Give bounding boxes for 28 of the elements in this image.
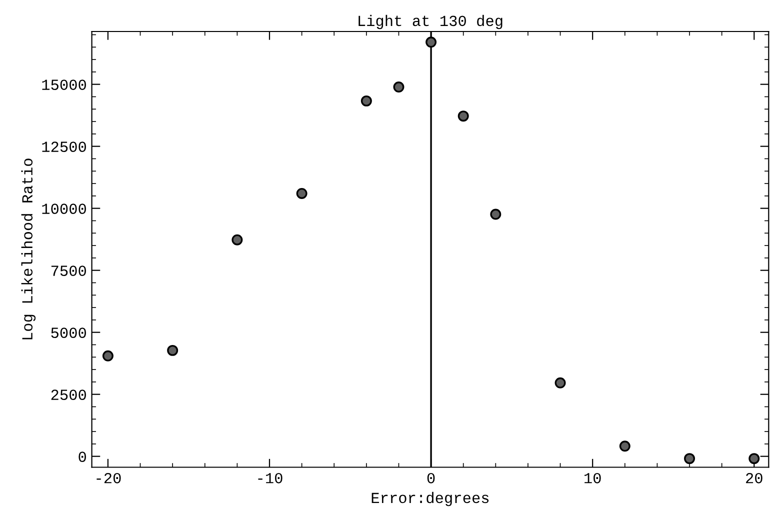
point (748, 453, 760, 464)
point (458, 110, 469, 122)
x-tick-label: -10 (258, 472, 282, 484)
y-tick-label: 15000 (42, 80, 86, 90)
y-tick-label: 12500 (42, 142, 86, 152)
x-tick-label: 0 (427, 472, 435, 484)
y-axis-title: Log Likelihood Ratio (21, 158, 36, 340)
point (296, 188, 308, 199)
x-tick-label: 20 (746, 472, 762, 484)
point (232, 234, 243, 246)
x-tick-label: -20 (96, 472, 121, 484)
point (393, 82, 404, 93)
point (102, 350, 114, 362)
point (490, 208, 502, 220)
y-tick-label: 2500 (51, 390, 86, 400)
point (167, 344, 178, 356)
x-axis-title: Error:degrees (372, 492, 489, 506)
y-tick-label: 5000 (51, 328, 86, 338)
y-tick-label: 0 (78, 452, 86, 462)
point (360, 95, 372, 106)
point (684, 453, 695, 464)
y-tick-label: 10000 (42, 204, 86, 214)
y-tick-label: 7500 (51, 266, 86, 276)
point (619, 440, 630, 452)
chart-title: Light at 130 deg (358, 14, 502, 30)
x-tick-label: 10 (584, 472, 601, 484)
point (554, 377, 566, 388)
point (426, 36, 437, 48)
